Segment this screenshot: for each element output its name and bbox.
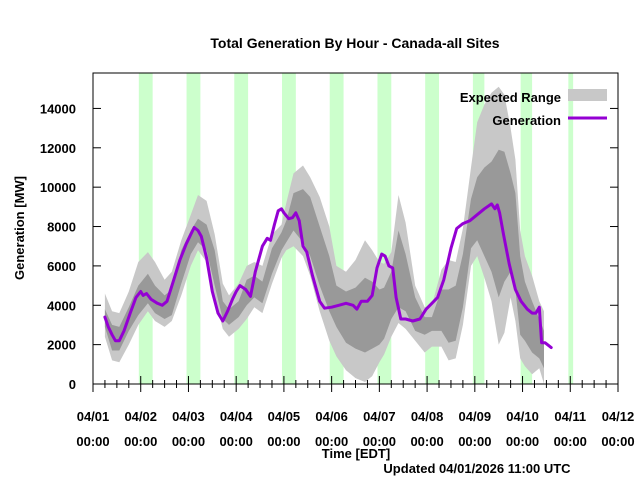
x-tick-label-time: 00:00	[410, 434, 443, 449]
y-tick-label: 8000	[47, 220, 76, 235]
x-axis: 04/01 00:00 04/02 00:00 04/03 00:00 04/04 00:00…	[76, 376, 635, 449]
x-tick-label-date: 04/03	[172, 409, 205, 424]
x-tick-label-time: 00:00	[124, 434, 157, 449]
generation-line-layer	[103, 202, 553, 350]
inner-expected-range-band	[104, 149, 545, 369]
x-tick-label-time: 00:00	[76, 434, 109, 449]
x-tick-label-time: 00:00	[554, 434, 587, 449]
x-tick-label-date: 04/01	[77, 409, 110, 424]
x-tick-label-date: 04/02	[124, 409, 157, 424]
x-tick-label-time: 00:00	[172, 434, 205, 449]
x-tick-label-date: 04/07	[363, 409, 396, 424]
x-tick-label-date: 04/04	[220, 409, 253, 424]
x-tick-label-time: 00:00	[315, 434, 348, 449]
x-tick-label-time: 00:00	[363, 434, 396, 449]
legend-label-expected-range: Expected Range	[460, 90, 561, 105]
chart-title: Total Generation By Hour - Canada-all Si…	[210, 35, 499, 51]
outer-expected-range-band	[104, 86, 545, 385]
night-band	[138, 73, 153, 384]
x-tick-label-time: 00:00	[506, 434, 539, 449]
x-tick-label-date: 04/05	[268, 409, 301, 424]
y-axis-label: Generation [MW]	[12, 176, 27, 280]
x-tick-label-time: 00:00	[458, 434, 491, 449]
x-tick-label-time: 00:00	[267, 434, 300, 449]
legend-swatch-expected-range	[568, 89, 607, 101]
x-axis-label: Time [EDT]	[322, 446, 390, 461]
updated-footer: Updated 04/01/2026 11:00 UTC	[383, 461, 571, 476]
night-band	[568, 73, 574, 384]
x-tick-label-time: 00:00	[220, 434, 253, 449]
y-tick-label: 4000	[47, 298, 76, 313]
x-tick-label-date: 04/11	[554, 409, 586, 424]
y-tick-label: 10000	[40, 180, 76, 195]
x-tick-label-date: 04/12	[602, 409, 635, 424]
y-tick-label: 0	[69, 377, 76, 392]
x-tick-label-date: 04/08	[411, 409, 444, 424]
y-tick-label: 12000	[40, 141, 76, 156]
night-band	[234, 73, 249, 384]
x-tick-label-date: 04/06	[315, 409, 348, 424]
night-band	[520, 73, 533, 384]
legend: Expected Range Generation	[460, 89, 607, 128]
x-tick-label-date: 04/10	[506, 409, 539, 424]
y-tick-label: 14000	[40, 101, 76, 116]
x-tick-label-date: 04/09	[459, 409, 492, 424]
y-tick-label: 2000	[47, 338, 76, 353]
legend-label-generation: Generation	[492, 113, 561, 128]
x-tick-label-time: 00:00	[601, 434, 634, 449]
y-axis: 0 2000 4000 6000 8000 10000 12000 14000	[40, 101, 618, 392]
y-tick-label: 6000	[47, 259, 76, 274]
expected-range-bands	[104, 86, 545, 385]
